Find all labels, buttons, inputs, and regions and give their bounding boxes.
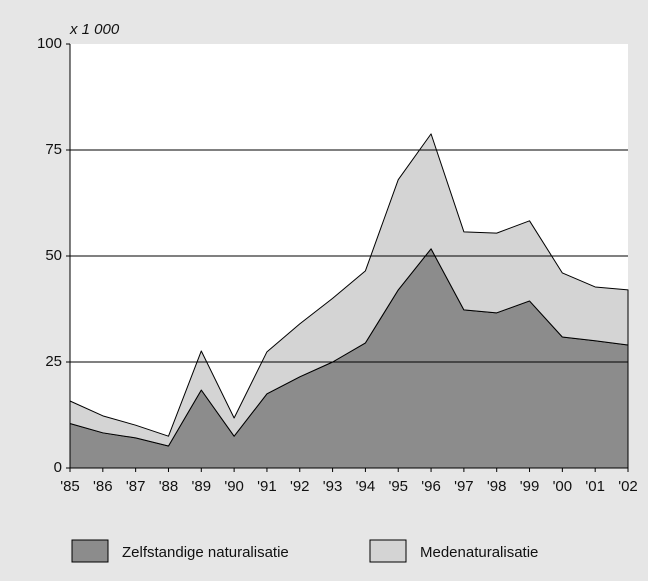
legend-swatch: [369, 539, 407, 563]
x-tick-label: '88: [159, 478, 179, 495]
x-tick-label: '86: [93, 478, 113, 495]
x-tick-label: '97: [454, 478, 474, 495]
x-tick-label: '00: [553, 478, 573, 495]
y-tick-label: 0: [54, 459, 62, 476]
legend-label: Medenaturalisatie: [420, 544, 538, 561]
x-tick-label: '93: [323, 478, 343, 495]
x-tick-label: '85: [60, 478, 80, 495]
x-tick-label: '01: [585, 478, 605, 495]
legend-swatch: [71, 539, 109, 563]
x-tick-label: '94: [356, 478, 376, 495]
x-tick-label: '96: [421, 478, 441, 495]
x-tick-label: '99: [520, 478, 540, 495]
x-tick-label: '90: [224, 478, 244, 495]
x-tick-label: '98: [487, 478, 507, 495]
x-tick-label: '89: [192, 478, 212, 495]
x-tick-label: '91: [257, 478, 277, 495]
y-tick-label: 50: [45, 247, 62, 264]
x-tick-label: '87: [126, 478, 146, 495]
y-tick-label: 100: [37, 35, 62, 52]
area: [69, 133, 629, 447]
unit-label: x 1 000: [69, 21, 120, 38]
x-tick-label: '92: [290, 478, 310, 495]
legend-label: Zelfstandige naturalisatie: [122, 544, 289, 561]
y-tick-label: 25: [45, 353, 62, 370]
y-tick-label: 75: [45, 141, 62, 158]
x-tick-label: '95: [388, 478, 408, 495]
x-tick-label: '02: [618, 478, 638, 495]
